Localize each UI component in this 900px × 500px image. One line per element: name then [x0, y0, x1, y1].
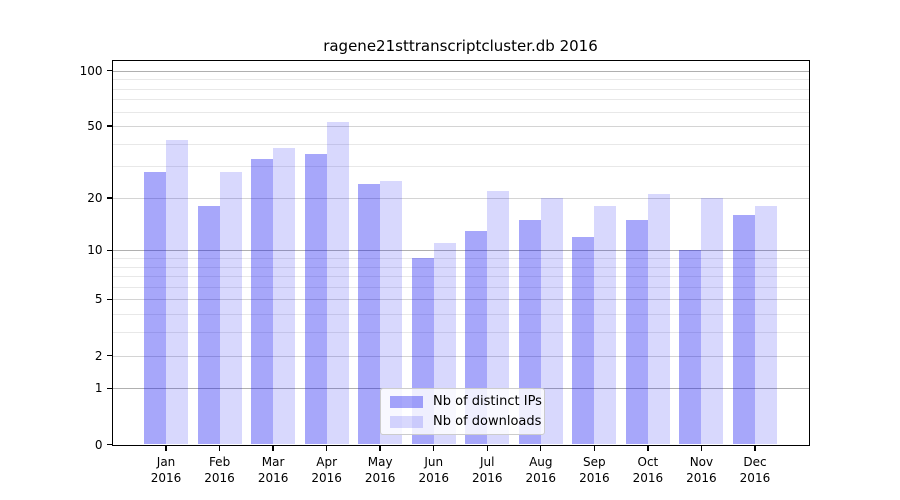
- bar-distinct-ips-apr: [304, 154, 327, 445]
- legend-item-distinct-ips: Nb of distinct IPs: [390, 394, 542, 409]
- x-tick-sep: [593, 446, 596, 451]
- bar-downloads-nov: [701, 197, 724, 445]
- bar-distinct-ips-jan: [144, 171, 167, 445]
- gridline-40: [112, 143, 809, 145]
- bar-distinct-ips-dec: [732, 215, 755, 445]
- chart-title: ragene21sttranscriptcluster.db 2016: [323, 37, 598, 55]
- y-tick-1: [106, 387, 113, 390]
- x-tick-label-may: May 2016: [364, 454, 396, 485]
- bar-downloads-jul: [487, 190, 510, 445]
- x-tick-mar: [272, 446, 274, 451]
- bar-downloads-sep: [594, 206, 617, 445]
- gridline-6: [112, 286, 809, 288]
- y-tick-label-5: 5: [94, 292, 103, 307]
- y-tick-label-0: 0: [94, 437, 103, 452]
- y-tick-20: [106, 197, 113, 199]
- y-tick-2: [106, 354, 113, 357]
- y-tick-100: [106, 70, 113, 72]
- gridline-7: [112, 276, 809, 278]
- bar-downloads-oct: [647, 194, 670, 445]
- bar-distinct-ips-feb: [197, 206, 220, 445]
- gridline-60: [112, 111, 809, 113]
- legend: Nb of distinct IPs Nb of downloads: [380, 388, 545, 435]
- gridline-3: [112, 332, 809, 334]
- gridline-4: [112, 314, 809, 316]
- bar-distinct-ips-nov: [679, 250, 702, 445]
- x-tick-aug: [540, 446, 542, 451]
- x-tick-label-dec: Dec 2016: [739, 454, 771, 485]
- x-tick-apr: [325, 446, 328, 451]
- y-tick-label-10: 10: [87, 243, 103, 258]
- y-tick-5: [106, 298, 113, 301]
- gridline-20: [112, 197, 809, 199]
- x-tick-nov: [700, 446, 703, 451]
- x-tick-feb: [218, 446, 221, 451]
- x-tick-label-apr: Apr 2016: [311, 454, 342, 485]
- gridline-70: [112, 99, 809, 101]
- bar-distinct-ips-may: [358, 183, 381, 445]
- gridline-10: [112, 250, 809, 252]
- x-tick-label-jul: Jul 2016: [471, 454, 503, 485]
- y-tick-50: [106, 125, 113, 127]
- bar-downloads-dec: [754, 206, 777, 445]
- x-tick-label-jun: Jun 2016: [418, 454, 449, 485]
- gridline-30: [112, 166, 809, 168]
- y-tick-label-20: 20: [87, 190, 103, 205]
- x-tick-label-nov: Nov 2016: [686, 454, 717, 485]
- gridline-100: [112, 70, 809, 72]
- bar-downloads-feb: [219, 171, 242, 445]
- legend-swatch-downloads: [390, 415, 423, 428]
- x-tick-may: [379, 446, 381, 451]
- bar-downloads-may: [380, 180, 403, 445]
- gridline-50: [112, 126, 809, 128]
- x-tick-label-sep: Sep 2016: [579, 454, 610, 485]
- gridline-80: [112, 88, 809, 90]
- y-tick-label-100: 100: [79, 63, 103, 78]
- legend-item-downloads: Nb of downloads: [390, 414, 541, 429]
- x-tick-label-jan: Jan 2016: [150, 454, 182, 485]
- bar-downloads-aug: [540, 197, 563, 445]
- bar-distinct-ips-mar: [251, 158, 274, 445]
- gridline-8: [112, 266, 809, 268]
- bar-downloads-mar: [273, 147, 296, 445]
- gridline-5: [112, 299, 809, 301]
- legend-swatch-distinct-ips: [390, 395, 423, 408]
- x-tick-label-feb: Feb 2016: [204, 454, 235, 485]
- bar-downloads-jan: [166, 139, 189, 445]
- x-tick-jun: [433, 446, 435, 451]
- gridline-90: [112, 79, 809, 81]
- x-tick-oct: [647, 446, 649, 451]
- legend-label-downloads: Nb of downloads: [433, 414, 542, 429]
- legend-label-distinct-ips: Nb of distinct IPs: [433, 394, 542, 409]
- bar-downloads-apr: [326, 121, 349, 445]
- x-tick-dec: [754, 446, 756, 451]
- x-tick-label-oct: Oct 2016: [632, 454, 664, 485]
- y-tick-label-1: 1: [94, 381, 103, 396]
- x-tick-jul: [486, 446, 488, 451]
- y-tick-10: [106, 249, 113, 252]
- gridline-9: [112, 258, 809, 260]
- y-tick-label-2: 2: [94, 348, 103, 363]
- y-tick-label-50: 50: [87, 119, 103, 134]
- bar-distinct-ips-oct: [625, 219, 648, 445]
- bar-distinct-ips-sep: [572, 236, 595, 445]
- y-tick-0: [106, 443, 113, 446]
- x-tick-jan: [165, 446, 167, 451]
- plot-frame: [111, 60, 810, 446]
- gridline-2: [112, 355, 809, 357]
- x-tick-label-mar: Mar 2016: [257, 454, 289, 485]
- x-tick-label-aug: Aug 2016: [525, 454, 557, 485]
